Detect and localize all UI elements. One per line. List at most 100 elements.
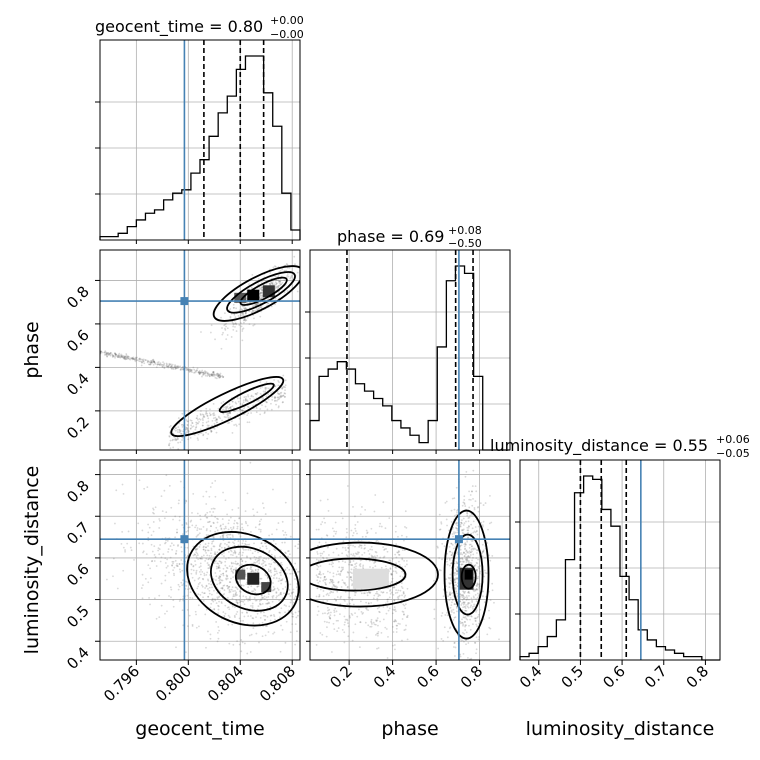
sample-point <box>382 606 385 608</box>
sample-point <box>218 575 221 578</box>
sample-point <box>105 352 108 355</box>
sample-point <box>235 521 238 524</box>
sample-point <box>370 556 373 558</box>
sample-point <box>218 375 221 378</box>
sample-point <box>246 405 249 408</box>
truth-marker <box>180 535 189 544</box>
sample-point <box>198 372 200 375</box>
sample-point <box>243 603 246 606</box>
sample-point <box>455 561 458 563</box>
sample-point <box>476 530 478 532</box>
sample-point <box>468 546 471 549</box>
sample-point <box>277 286 279 288</box>
sample-point <box>403 604 406 607</box>
sample-point <box>259 315 262 318</box>
sample-point <box>274 618 276 621</box>
sample-point <box>232 535 234 538</box>
sample-point <box>351 598 354 601</box>
sample-point <box>114 353 117 356</box>
sample-point <box>241 339 244 342</box>
sample-point <box>465 470 468 473</box>
sample-point <box>235 424 238 427</box>
sample-point <box>455 577 458 580</box>
sample-point <box>314 602 316 604</box>
sample-point <box>202 414 205 416</box>
sample-point <box>236 599 238 602</box>
sample-point <box>178 429 181 432</box>
sample-point <box>148 363 150 366</box>
sample-point <box>456 570 458 573</box>
sample-point <box>450 592 453 595</box>
sample-point <box>373 555 376 558</box>
sample-point <box>273 570 276 573</box>
sample-point <box>144 359 147 362</box>
sample-point <box>238 324 241 326</box>
sample-point <box>450 611 453 613</box>
sample-point <box>470 523 472 526</box>
sample-point <box>210 549 213 552</box>
sample-point <box>211 558 213 561</box>
sample-point <box>373 594 376 597</box>
sample-point <box>151 361 154 364</box>
sample-point <box>471 514 473 516</box>
sample-point <box>261 286 263 289</box>
sample-point <box>364 547 366 549</box>
sample-point <box>251 569 254 572</box>
sample-point <box>376 599 379 602</box>
sample-point <box>207 595 210 598</box>
sample-point <box>291 613 294 616</box>
sample-point <box>278 393 281 396</box>
sample-point <box>260 594 263 597</box>
sample-point <box>205 534 208 536</box>
sample-point <box>140 360 143 363</box>
sample-point <box>224 560 227 563</box>
distance-title: luminosity_distance = 0.55 <box>490 436 708 456</box>
sample-point <box>222 536 225 538</box>
sample-point <box>380 631 383 634</box>
sample-point <box>143 487 146 490</box>
sample-point <box>471 490 473 493</box>
sample-point <box>315 644 318 646</box>
sample-point <box>279 284 281 287</box>
sample-point <box>264 390 267 393</box>
sample-point <box>115 353 118 356</box>
sample-point <box>230 561 233 564</box>
sample-point <box>366 532 369 535</box>
sample-point <box>208 375 211 378</box>
sample-point <box>157 363 160 366</box>
sample-point <box>251 552 254 555</box>
sample-point <box>263 595 266 598</box>
sample-point <box>232 325 234 328</box>
sample-point <box>384 626 387 629</box>
sample-point <box>173 572 175 575</box>
sample-point <box>184 580 187 583</box>
sample-point <box>158 527 161 529</box>
sample-point <box>311 642 313 644</box>
sample-point <box>295 586 298 589</box>
sample-point <box>295 639 298 642</box>
sample-point <box>237 533 240 535</box>
sample-point <box>328 563 331 566</box>
sample-point <box>206 375 209 377</box>
sample-point <box>467 526 470 529</box>
sample-point <box>225 566 228 569</box>
sample-point <box>405 563 408 566</box>
sample-point <box>465 561 468 564</box>
sample-point <box>277 285 280 287</box>
sample-point <box>117 354 120 357</box>
sample-point <box>219 543 222 546</box>
sample-point <box>465 643 467 646</box>
sample-point <box>292 588 295 591</box>
sample-point <box>240 584 243 587</box>
sample-point <box>212 371 214 374</box>
sample-point <box>223 527 226 530</box>
sample-point <box>245 597 248 600</box>
sample-point <box>351 564 354 567</box>
sample-point <box>132 357 135 360</box>
sample-point <box>241 560 244 563</box>
sample-point <box>179 571 182 573</box>
sample-point <box>451 552 454 555</box>
sample-point <box>240 558 242 560</box>
sample-point <box>362 564 365 567</box>
sample-point <box>109 352 111 355</box>
